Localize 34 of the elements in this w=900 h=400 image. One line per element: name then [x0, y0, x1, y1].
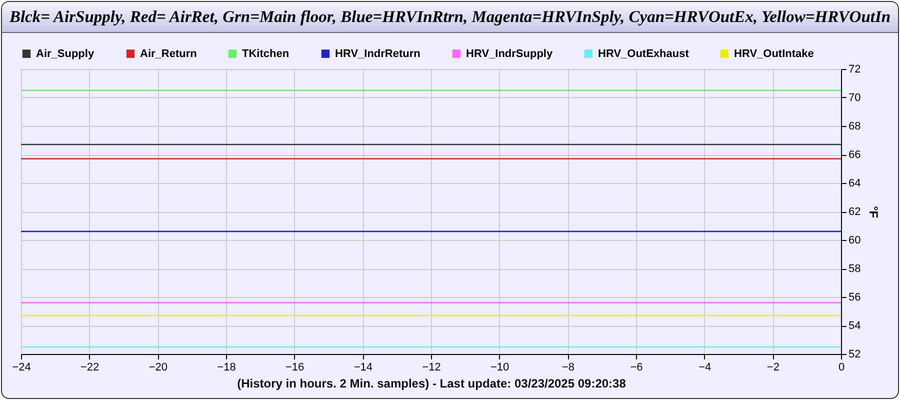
x-tick-label: −18	[217, 362, 236, 374]
legend-label: HRV_IndrReturn	[335, 48, 421, 60]
legend-label: HRV_IndrSupply	[466, 48, 554, 60]
y-tick-label: 72	[848, 64, 861, 76]
x-tick-label: −10	[490, 362, 510, 374]
x-tick-label: −22	[80, 362, 100, 374]
x-tick-label: −24	[12, 362, 31, 374]
legend-label: TKitchen	[242, 48, 290, 60]
y-axis-title: °F	[866, 206, 881, 218]
x-tick-label: −6	[630, 362, 643, 374]
legend-label: Air_Return	[140, 48, 198, 60]
x-tick-label: −16	[285, 362, 304, 374]
y-tick-label: 70	[848, 92, 861, 104]
y-tick-label: 54	[848, 320, 861, 332]
y-tick-label: 52	[848, 348, 861, 360]
legend-label: Air_Supply	[36, 48, 95, 60]
y-tick-label: 58	[848, 263, 861, 275]
x-tick-label: −4	[698, 362, 712, 374]
x-tick-label: −20	[148, 362, 168, 374]
y-tick-label: 60	[848, 234, 861, 246]
chart-title: Blck= AirSupply, Red= AirRet, Grn=Main floor, Blue=HRVInRtrn, Magenta=HRVInSply, Cyan=HRVOutEx, Yellow=HRVOutIn	[2, 2, 898, 33]
x-axis-title: (History in hours. 2 Min. samples) - Last update: 03/23/2025 09:20:38	[237, 376, 626, 390]
x-tick-label: 0	[838, 362, 845, 374]
y-tick-label: 62	[848, 206, 861, 218]
y-tick-label: 56	[848, 292, 861, 304]
x-tick-label: −12	[422, 362, 441, 374]
x-tick-label: −8	[562, 362, 574, 374]
legend-label: HRV_OutIntake	[734, 48, 814, 60]
y-tick-label: 64	[848, 178, 861, 190]
legend-label: HRV_OutExhaust	[598, 48, 690, 60]
x-tick-label: −2	[766, 362, 780, 374]
y-tick-label: 66	[848, 149, 861, 161]
y-tick-label: 68	[848, 120, 861, 132]
x-tick-label: −14	[354, 362, 373, 374]
